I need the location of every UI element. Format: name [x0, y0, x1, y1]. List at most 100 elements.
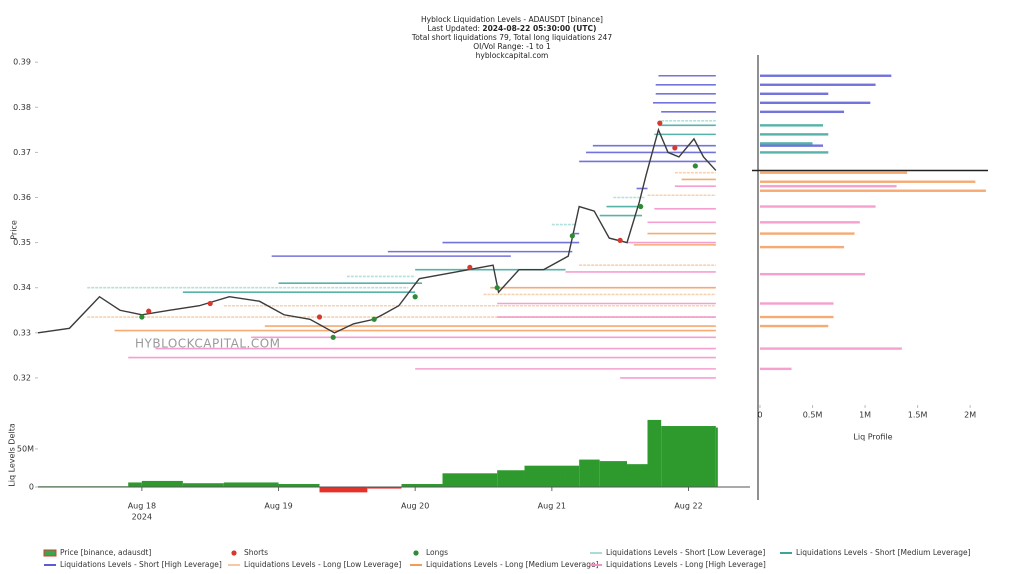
delta-bar [647, 419, 662, 488]
profile-bar [760, 74, 892, 77]
legend-swatch [413, 550, 419, 556]
profile-bar [760, 151, 829, 154]
short-marker [672, 145, 678, 151]
legend-label: Liquidations Levels - Long [Medium Lever… [426, 560, 599, 569]
delta-bar [715, 427, 718, 488]
long-marker [330, 334, 336, 340]
profile-bar [760, 315, 834, 319]
source: hyblockcapital.com [476, 51, 549, 60]
profile-bar [760, 205, 876, 208]
profile-tick-label: 2M [964, 411, 976, 420]
short-marker [467, 264, 473, 271]
profile-bar [760, 92, 829, 95]
short-marker [316, 314, 323, 320]
delta-bar [319, 487, 368, 493]
delta-tick-label: 50M [17, 444, 34, 453]
legend-label: Price [binance, adausdt] [60, 548, 151, 557]
short-marker [617, 237, 623, 243]
delta-bar [442, 473, 498, 488]
totals: Total short liquidations 79, Total long … [411, 33, 612, 42]
profile-axis-label: Liq Profile [853, 433, 892, 442]
profile-bar [760, 124, 824, 127]
legend-label: Longs [426, 548, 448, 557]
short-marker [657, 120, 663, 126]
profile-bar [760, 110, 845, 114]
chart-title: Hyblock Liquidation Levels - ADAUSDT [bi… [421, 15, 603, 24]
y-tick-label: 0.35 [13, 238, 31, 247]
delta-bar [579, 459, 600, 488]
profile-bar [760, 245, 845, 249]
delta-bar [367, 487, 402, 489]
profile-bar [760, 144, 824, 147]
delta-bar [141, 480, 183, 488]
profile-bar [760, 367, 792, 371]
y-axis-label: Price [10, 220, 19, 240]
legend-swatch [43, 549, 57, 557]
long-marker [139, 314, 145, 320]
profile-bar [760, 347, 902, 350]
y-tick-label: 0.38 [13, 103, 31, 112]
long-marker [371, 316, 377, 322]
long-marker [692, 163, 698, 169]
y-tick-label: 0.36 [13, 193, 31, 202]
profile-bar [760, 142, 813, 145]
watermark: HYBLOCKCAPITAL.COM [135, 337, 281, 351]
delta-bar [401, 483, 443, 488]
x-tick-label: Aug 20 [401, 502, 429, 511]
legend-label: Shorts [244, 548, 268, 557]
x-tick-label: Aug 19 [264, 502, 292, 511]
long-marker [638, 203, 644, 210]
profile-tick-label: 0.5M [803, 411, 823, 420]
x-tick-label: Aug 21 [538, 502, 566, 511]
legend-label: Liquidations Levels - Short [Medium Leve… [796, 548, 971, 557]
updated-label: Last Updated: [428, 24, 483, 33]
long-marker [412, 294, 418, 300]
legend-label: Liquidations Levels - Short [High Levera… [60, 560, 222, 569]
delta-bar [278, 483, 320, 488]
updated: Last Updated: 2024-08-22 05:30:00 (UTC) [428, 24, 597, 33]
profile-bar [760, 171, 908, 174]
delta-bar [524, 465, 566, 488]
profile-bar [760, 302, 834, 305]
x-tick-label: Aug 22 [674, 502, 702, 511]
delta-bar [565, 465, 580, 488]
delta-bar [599, 461, 628, 488]
y-tick-label: 0.34 [13, 283, 31, 292]
delta-bar [661, 426, 716, 488]
short-marker [146, 308, 152, 314]
profile-bar [760, 221, 860, 224]
legend-label: Liquidations Levels - Short [Low Leverag… [606, 548, 765, 557]
short-marker [207, 300, 213, 307]
profile-bar [760, 180, 976, 183]
y-tick-label: 0.37 [13, 148, 31, 157]
profile-bar [760, 133, 829, 136]
legend-swatch [231, 550, 237, 556]
profile-tick-label: 1M [859, 411, 871, 420]
y-tick-label: 0.32 [13, 373, 31, 382]
profile-bar [760, 185, 897, 188]
profile-tick-label: 0 [757, 411, 762, 420]
x-tick-sublabel: 2024 [132, 513, 152, 522]
delta-bar [128, 482, 142, 488]
long-marker [494, 285, 500, 291]
updated-value: 2024-08-22 05:30:00 (UTC) [482, 24, 596, 33]
delta-tick-label: 0 [29, 483, 34, 492]
y-tick-label: 0.33 [13, 328, 31, 337]
delta-bar [223, 482, 279, 488]
profile-bar [760, 232, 855, 235]
y-tick-label: 0.39 [13, 58, 31, 67]
profile-bar [760, 101, 871, 105]
range: OI/Vol Range: -1 to 1 [473, 42, 551, 51]
profile-bar [760, 189, 986, 192]
delta-bar [182, 483, 224, 488]
profile-tick-label: 1.5M [908, 411, 928, 420]
profile-bar [760, 272, 866, 276]
delta-bar [497, 470, 525, 488]
price-line [37, 127, 717, 334]
legend-label: Liquidations Levels - Long [Low Leverage… [244, 560, 401, 569]
profile-bar [760, 324, 829, 328]
long-marker [569, 233, 575, 239]
x-tick-label: Aug 18 [128, 502, 156, 511]
legend-label: Liquidations Levels - Long [High Leverag… [606, 560, 766, 569]
